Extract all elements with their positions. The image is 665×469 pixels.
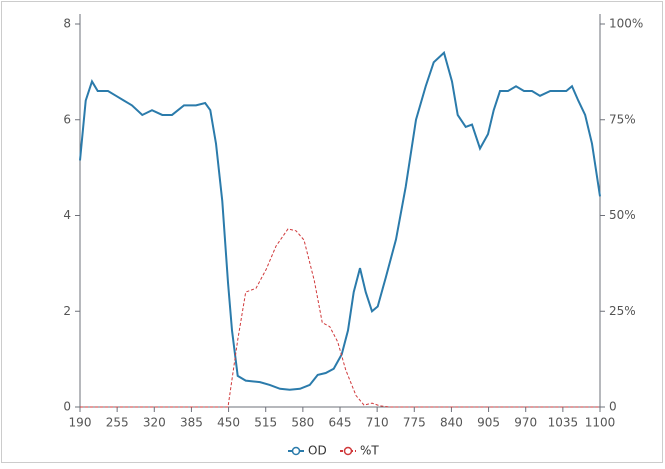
- x-tick-label: 320: [143, 416, 166, 430]
- x-tick-label: 580: [291, 416, 314, 430]
- x-tick-label: 515: [254, 416, 277, 430]
- legend-marker: [291, 446, 301, 456]
- y-tick-label: 0: [63, 400, 71, 414]
- y-tick-label: 6: [63, 112, 71, 126]
- x-tick-label: 255: [106, 416, 129, 430]
- x-tick-label: 775: [403, 416, 426, 430]
- legend-item[interactable]: %T: [340, 444, 379, 458]
- y-tick-label: 2: [63, 304, 71, 318]
- y2-tick-label: 100%: [609, 17, 643, 31]
- x-tick-label: 645: [329, 416, 352, 430]
- y2-tick-label: 75%: [609, 112, 636, 126]
- series-line: [79, 50, 601, 391]
- y-tick-label: 8: [63, 17, 71, 31]
- series-line: [80, 228, 600, 408]
- x-tick-label: 1100: [585, 416, 616, 430]
- y2-tick-label: 0: [609, 400, 617, 414]
- x-tick-label: 905: [477, 416, 500, 430]
- legend-marker: [343, 446, 353, 456]
- legend-label: %T: [360, 444, 379, 458]
- x-tick-label: 710: [366, 416, 389, 430]
- x-tick-label: 385: [180, 416, 203, 430]
- legend-item[interactable]: OD: [288, 444, 327, 458]
- y-tick-label: 4: [63, 208, 71, 222]
- legend-label: OD: [308, 444, 327, 458]
- x-tick-label: 840: [440, 416, 463, 430]
- y2-tick-label: 25%: [609, 304, 636, 318]
- x-tick-label: 970: [514, 416, 537, 430]
- x-tick-label: 1035: [548, 416, 579, 430]
- y2-tick-label: 50%: [609, 208, 636, 222]
- x-tick-label: 190: [69, 416, 92, 430]
- x-tick-label: 450: [217, 416, 240, 430]
